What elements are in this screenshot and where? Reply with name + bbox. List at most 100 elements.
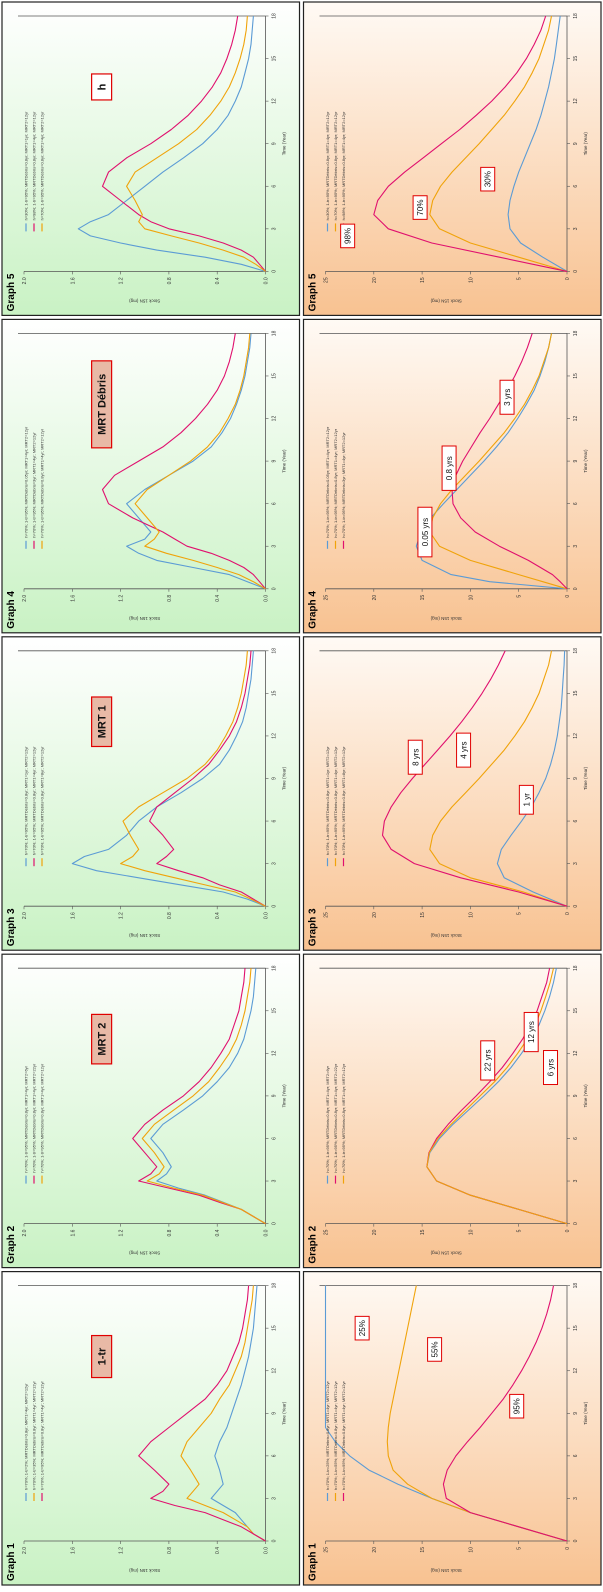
x-tick-label: 0 xyxy=(573,270,579,273)
y-tick-label: 0.8 xyxy=(167,912,173,919)
panel-title: Graph 4 xyxy=(6,591,17,629)
x-tick-label: 3 xyxy=(573,227,579,230)
series-line-3 xyxy=(134,333,266,590)
x-tick-label: 15 xyxy=(272,373,278,379)
annotation-label: 1 yr xyxy=(522,793,531,807)
x-axis-label: Time (Year) xyxy=(583,766,588,790)
x-tick-label: 15 xyxy=(272,1008,278,1014)
x-tick-label: 15 xyxy=(272,690,278,696)
legend-label: h=98%; 1-tr=95%; MRTDébris=0.8yr; MRT1=4… xyxy=(341,111,346,220)
y-axis-label: Stock 15N (mg) xyxy=(430,1251,462,1256)
y-tick-label: 0.0 xyxy=(264,1229,270,1236)
parameter-tag-box xyxy=(91,696,113,748)
series-line-1 xyxy=(415,333,568,590)
panel-title: Graph 1 xyxy=(6,1543,17,1581)
legend-label: h=70%; 1-tr=95%; MRTDébris=0.8yr; MRT1=4… xyxy=(341,1381,346,1490)
x-tick-label: 6 xyxy=(573,819,579,822)
x-tick-label: 9 xyxy=(272,777,278,780)
y-tick-label: 5 xyxy=(517,1547,523,1550)
legend-label: h=70%; 1-tr=95%; MRTDébris=0.8yr; MRT1=4… xyxy=(24,1065,29,1172)
parameter-tag-box xyxy=(91,1013,113,1065)
y-tick-label: 20 xyxy=(372,277,378,283)
legend-label: h=70%; 1-tr=35%; MRTDébris=0.8yr; MRT1=4… xyxy=(32,1381,37,1490)
x-tick-label: 18 xyxy=(272,330,278,336)
y-tick-label: 0 xyxy=(565,595,571,598)
x-tick-label: 18 xyxy=(272,1283,278,1289)
x-tick-label: 3 xyxy=(573,1497,579,1500)
x-tick-label: 12 xyxy=(272,98,278,104)
y-tick-label: 1.6 xyxy=(70,1547,76,1554)
x-tick-label: 15 xyxy=(573,1008,579,1014)
y-tick-label: 15 xyxy=(420,1547,426,1553)
x-tick-label: 12 xyxy=(573,98,579,104)
parameter-tag: 1-tr xyxy=(97,1347,109,1365)
x-tick-label: 0 xyxy=(272,587,278,590)
y-axis-label: Stock 15N (mg) xyxy=(430,933,462,938)
series-line-3 xyxy=(381,650,568,907)
y-tick-label: 0.4 xyxy=(215,1229,221,1236)
legend-label: h=70%; 1-tr=95%; MRTDébris=0.8yr; MRT1=4… xyxy=(40,1063,45,1172)
parameter-tag-box xyxy=(91,1334,113,1379)
panel-6: Graph 1 0 5 10 15 20 25 0 3 6 9 12 15 18 Time (Year) St… xyxy=(302,1271,602,1586)
y-tick-label: 10 xyxy=(468,1229,474,1235)
x-tick-label: 12 xyxy=(272,1368,278,1374)
panel-5: Graph 5 0.0 0.4 0.8 1.2 1.6 2.0 0 3 6 9 12 15 18 Time … xyxy=(1,1,301,316)
x-axis-label: Time (Year) xyxy=(282,1401,287,1425)
y-tick-label: 25 xyxy=(324,1229,330,1235)
x-tick-label: 0 xyxy=(573,587,579,590)
annotation-label: 30% xyxy=(484,171,493,187)
annotation-box xyxy=(340,223,356,249)
series-line-1 xyxy=(496,650,568,907)
parameter-tag: MRT 1 xyxy=(97,705,109,738)
x-tick-label: 9 xyxy=(272,1094,278,1097)
x-tick-label: 18 xyxy=(272,965,278,971)
x-tick-label: 0 xyxy=(272,1539,278,1542)
y-tick-label: 1.6 xyxy=(70,1229,76,1236)
y-tick-label: 0.0 xyxy=(264,277,270,284)
annotation-label: 0.05 yrs xyxy=(421,518,430,546)
series-line-2 xyxy=(386,1285,568,1542)
x-tick-label: 3 xyxy=(272,862,278,865)
y-tick-label: 0.8 xyxy=(167,595,173,602)
series-line-1 xyxy=(150,968,266,1225)
legend-label: h=70%; 1-tr=95%; MRTDébris=3yr; MRT1=4yr… xyxy=(32,432,37,538)
x-tick-label: 15 xyxy=(573,56,579,62)
annotation-label: 6 yrs xyxy=(547,1059,556,1076)
y-tick-label: 20 xyxy=(372,1229,378,1235)
x-tick-label: 6 xyxy=(272,1454,278,1457)
series-line-3 xyxy=(138,1285,266,1542)
panel-frame xyxy=(1,318,301,634)
series-line-1 xyxy=(210,1285,266,1542)
y-tick-label: 0.0 xyxy=(264,595,270,602)
annotation-label: 8 yrs xyxy=(411,749,420,766)
annotation-box xyxy=(499,379,515,415)
legend-label: h=70%; 1-tr=95%; MRTDébris=0.8yr; MRT1=4… xyxy=(325,1065,330,1172)
series-line-3 xyxy=(120,650,266,907)
y-tick-label: 20 xyxy=(372,1547,378,1553)
x-tick-label: 9 xyxy=(573,142,579,145)
x-axis-label: Time (Year) xyxy=(282,1084,287,1108)
x-tick-label: 12 xyxy=(272,733,278,739)
y-tick-label: 1.2 xyxy=(119,277,125,284)
panel-title: Graph 1 xyxy=(308,1543,319,1581)
x-tick-label: 15 xyxy=(573,690,579,696)
x-tick-label: 12 xyxy=(573,733,579,739)
legend-label: h=70%; 1-tr=95%; MRTDébris=0.8yr; MRT1=4… xyxy=(333,428,338,537)
legend-label: h=70%; 1-tr=95%; MRTDébris=0.05yr; MRT1=… xyxy=(24,426,29,538)
y-tick-label: 0.4 xyxy=(215,277,221,284)
x-tick-label: 18 xyxy=(272,648,278,654)
x-axis-label: Time (Year) xyxy=(583,449,588,473)
x-tick-label: 0 xyxy=(272,1222,278,1225)
y-tick-label: 0 xyxy=(565,1229,571,1232)
panel-frame xyxy=(1,953,301,1269)
annotation-label: 95% xyxy=(513,1398,522,1414)
parameter-tag: MRT Débris xyxy=(97,374,109,435)
panel-frame xyxy=(1,1,301,316)
annotation-label: 25% xyxy=(358,1320,367,1336)
x-tick-label: 9 xyxy=(573,777,579,780)
y-tick-label: 25 xyxy=(324,1547,330,1553)
panel-frame xyxy=(302,1271,602,1586)
panel-title: Graph 4 xyxy=(308,591,319,629)
y-tick-label: 1.2 xyxy=(119,1547,125,1554)
y-axis-label: Stock 15N (mg) xyxy=(129,1251,161,1256)
